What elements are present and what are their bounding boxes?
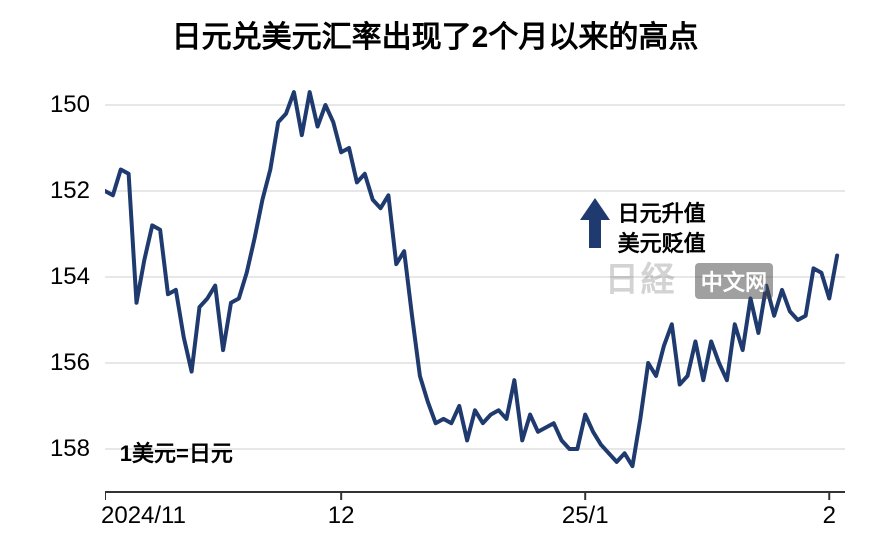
- y-tick-label: 152: [0, 177, 90, 205]
- up-arrow-icon: [578, 196, 612, 252]
- y-tick-label: 156: [0, 349, 90, 377]
- x-tick-label: 2024/11: [101, 502, 241, 530]
- x-tick-label: 25/1: [525, 502, 645, 530]
- x-tick-label: 12: [281, 502, 401, 530]
- y-tick-label: 154: [0, 263, 90, 291]
- y-tick-label: 150: [0, 91, 90, 119]
- unit-note: 1美元=日元: [120, 436, 233, 468]
- annotation-line1: 日元升值: [618, 196, 706, 228]
- x-tick-label: 2: [769, 502, 870, 530]
- watermark-badge: 中文网: [695, 263, 773, 299]
- y-tick-label: 158: [0, 435, 90, 463]
- chart-title: 日元兑美元汇率出现了2个月以来的高点: [0, 12, 870, 56]
- watermark-text: 日経: [605, 252, 677, 301]
